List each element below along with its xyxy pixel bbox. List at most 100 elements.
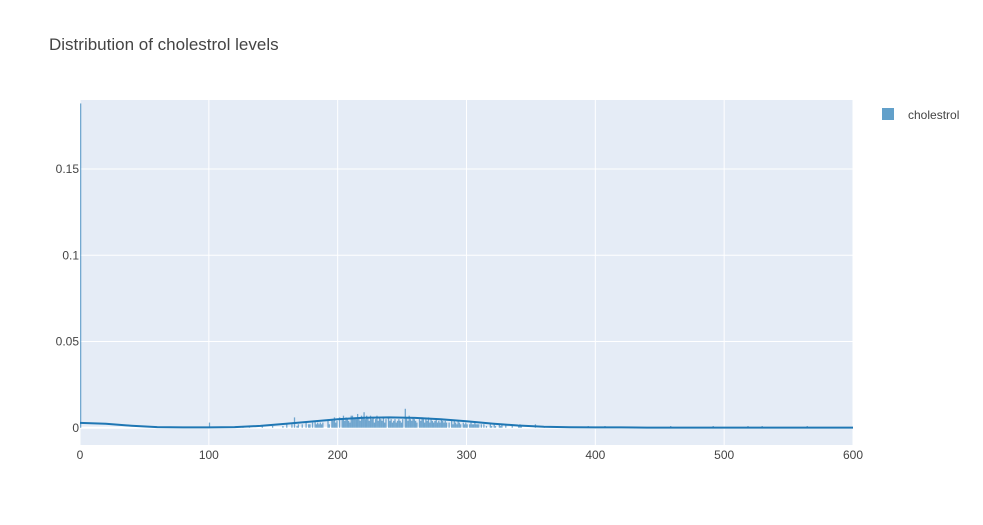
histogram-bar xyxy=(341,419,343,428)
histogram-bar xyxy=(376,415,378,428)
x-tick-label: 500 xyxy=(714,448,734,462)
histogram-bar xyxy=(346,419,348,428)
histogram-bar xyxy=(342,415,345,428)
histogram-bar xyxy=(360,415,363,428)
histogram-bar xyxy=(405,417,408,428)
histogram-bar xyxy=(511,426,513,428)
histogram-bar xyxy=(462,422,464,428)
x-tick-label: 600 xyxy=(843,448,863,462)
histogram-bar xyxy=(402,419,404,428)
histogram-bar xyxy=(384,422,386,428)
histogram-bar xyxy=(427,417,430,428)
histogram-bar xyxy=(375,419,377,428)
histogram-bar xyxy=(469,424,471,428)
histogram-bar xyxy=(475,424,477,428)
histogram-bar xyxy=(407,420,409,428)
histogram-bar xyxy=(400,422,403,428)
histogram-bar xyxy=(282,426,284,428)
histogram-bar xyxy=(466,424,468,428)
x-tick-label: 200 xyxy=(328,448,348,462)
histogram-bar xyxy=(483,424,485,428)
y-tick-labels: 0 0.05 0.1 0.15 xyxy=(56,162,80,435)
histogram-bar xyxy=(423,422,426,428)
histogram-bar xyxy=(349,422,351,428)
histogram-bars xyxy=(80,103,808,428)
histogram-bar xyxy=(436,422,439,428)
histogram-bar xyxy=(314,420,316,428)
histogram-bar xyxy=(311,422,314,428)
histogram-bar xyxy=(431,420,434,428)
histogram-bar xyxy=(301,424,303,428)
histogram-bar xyxy=(429,422,431,428)
legend[interactable]: cholestrol xyxy=(882,108,959,122)
histogram-bar xyxy=(356,413,359,428)
histogram-bar xyxy=(338,417,341,428)
histogram-bar xyxy=(382,417,385,428)
histogram-bar xyxy=(453,420,455,428)
histogram-bar xyxy=(470,422,472,428)
histogram-bar xyxy=(448,422,450,428)
histogram-bar xyxy=(372,417,374,428)
histogram-bar xyxy=(320,424,323,428)
histogram-bar xyxy=(327,420,329,428)
histogram-bar xyxy=(394,419,396,428)
histogram-bar xyxy=(336,420,338,428)
histogram-bar xyxy=(408,415,410,428)
histogram-bar xyxy=(297,424,300,428)
histogram-bar xyxy=(381,420,383,428)
histogram-bar xyxy=(385,419,387,428)
histogram-bar xyxy=(438,420,440,428)
histogram-bar xyxy=(308,424,310,428)
histogram-bar xyxy=(378,417,381,428)
histogram-bar xyxy=(286,424,288,428)
histogram-bar xyxy=(395,422,397,428)
histogram-bar xyxy=(476,424,479,428)
histogram-bar xyxy=(471,424,473,428)
legend-swatch xyxy=(882,108,894,120)
histogram-bar xyxy=(494,426,497,428)
histogram-bar xyxy=(440,419,443,428)
y-tick-label: 0.1 xyxy=(62,248,79,262)
histogram-bar xyxy=(335,422,337,428)
histogram-bar xyxy=(322,422,324,428)
histogram-bar xyxy=(416,422,418,428)
density-curve xyxy=(79,416,853,429)
histogram-bar xyxy=(344,420,346,428)
histogram-bar xyxy=(460,424,462,428)
histogram-bar xyxy=(474,422,476,428)
histogram-bar xyxy=(421,417,423,428)
histogram-bar xyxy=(367,417,369,428)
histogram-bar xyxy=(359,420,361,428)
histogram-bar xyxy=(371,419,373,428)
histogram-bar xyxy=(396,420,399,428)
histogram-bar xyxy=(489,424,491,428)
legend-label-cholestrol: cholestrol xyxy=(908,108,959,122)
histogram-bar xyxy=(445,422,448,428)
histogram-bar xyxy=(413,419,415,428)
histogram-bar xyxy=(414,420,417,428)
histogram-bar xyxy=(80,103,82,428)
histogram-bar xyxy=(451,420,453,428)
histogram-bar xyxy=(434,420,436,428)
histogram-bar xyxy=(439,422,441,428)
x-tick-label: 100 xyxy=(199,448,219,462)
histogram-bar xyxy=(355,419,357,428)
histogram-bar xyxy=(363,412,365,428)
histogram-bar xyxy=(499,426,502,428)
x-tick-label: 400 xyxy=(585,448,605,462)
histogram-bar xyxy=(318,424,320,428)
histogram-bar xyxy=(456,424,458,428)
x-tick-label: 0 xyxy=(77,448,84,462)
histogram-bar xyxy=(472,424,475,428)
histogram-bar xyxy=(319,422,321,428)
histogram-bar xyxy=(433,422,435,428)
histogram-bar xyxy=(332,420,334,428)
histogram-bar xyxy=(398,419,400,428)
histogram-bar xyxy=(435,419,437,428)
histogram-bar xyxy=(493,424,495,428)
x-tick-label: 300 xyxy=(456,448,476,462)
histogram-bar xyxy=(305,422,307,428)
histogram-bar xyxy=(366,415,368,428)
histogram-bar xyxy=(362,417,364,428)
